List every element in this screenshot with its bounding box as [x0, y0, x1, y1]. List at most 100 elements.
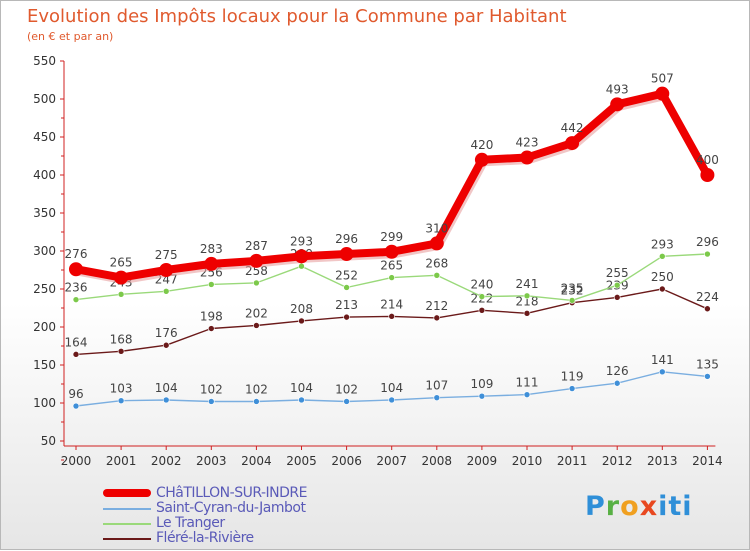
value-label-le-tranger-2013: 293: [651, 237, 674, 251]
value-label-chatillon-sur-indre-2008: 310: [425, 221, 448, 235]
value-label-saint-cyran-du-jambot-2001: 103: [110, 382, 133, 396]
point-le-tranger-2004: [253, 279, 260, 287]
point-chatillon-sur-indre-2001: [114, 270, 129, 285]
x-tick-label: 2004: [241, 454, 272, 468]
value-label-saint-cyran-du-jambot-2008: 107: [425, 379, 448, 393]
legend-swatch-chatillon: [103, 489, 151, 497]
value-label-saint-cyran-du-jambot-2000: 96: [68, 387, 83, 401]
point-saint-cyran-du-jambot-2009: [478, 392, 486, 400]
legend-swatch-flere: [103, 538, 151, 540]
legend-swatch-le-tranger: [103, 523, 151, 525]
value-label-le-tranger-2000: 236: [65, 281, 88, 295]
value-label-saint-cyran-du-jambot-2006: 102: [335, 382, 358, 396]
point-flere-la-riviere-2004: [253, 322, 260, 329]
point-chatillon-sur-indre-2008: [429, 236, 444, 251]
chart-plot-area: 1641681761982022082132142122222182322392…: [65, 72, 719, 410]
value-label-flere-la-riviere-2000: 164: [65, 335, 88, 349]
point-le-tranger-2008: [433, 272, 441, 279]
point-chatillon-sur-indre-2011: [565, 136, 580, 151]
point-chatillon-sur-indre-2009: [474, 152, 489, 167]
value-label-saint-cyran-du-jambot-2003: 102: [200, 382, 223, 396]
point-saint-cyran-du-jambot-2010: [523, 391, 531, 398]
value-label-chatillon-sur-indre-2001: 265: [110, 256, 133, 270]
value-label-chatillon-sur-indre-2011: 442: [561, 121, 584, 135]
point-flere-la-riviere-2000: [72, 351, 80, 358]
y-tick-label: 50: [41, 434, 56, 448]
point-saint-cyran-du-jambot-2001: [117, 397, 125, 405]
point-flere-la-riviere-2008: [433, 314, 441, 322]
value-label-flere-la-riviere-2014: 224: [696, 290, 719, 304]
y-tick-label: 400: [33, 168, 56, 182]
value-label-flere-la-riviere-2007: 214: [380, 297, 403, 311]
value-label-chatillon-sur-indre-2004: 287: [245, 239, 268, 253]
value-label-saint-cyran-du-jambot-2002: 104: [155, 381, 178, 395]
point-le-tranger-2009: [478, 293, 486, 300]
legend-label-le-tranger: Le Tranger: [156, 515, 225, 531]
value-label-saint-cyran-du-jambot-2013: 141: [651, 353, 674, 367]
point-le-tranger-2002: [162, 287, 170, 295]
y-tick-label: 200: [33, 320, 56, 334]
point-chatillon-sur-indre-2003: [204, 256, 219, 271]
value-label-saint-cyran-du-jambot-2010: 111: [516, 376, 539, 390]
y-tick-label: 250: [33, 282, 56, 296]
value-label-chatillon-sur-indre-2014: 400: [696, 153, 719, 167]
point-flere-la-riviere-2002: [162, 341, 170, 349]
x-tick-label: 2012: [602, 454, 633, 468]
value-label-saint-cyran-du-jambot-2005: 104: [290, 381, 313, 395]
x-tick-label: 2013: [647, 454, 678, 468]
value-label-flere-la-riviere-2006: 213: [335, 298, 358, 312]
point-flere-la-riviere-2001: [117, 348, 125, 355]
value-label-saint-cyran-du-jambot-2007: 104: [380, 381, 403, 395]
point-le-tranger-2007: [388, 274, 396, 281]
point-le-tranger-2005: [298, 262, 305, 270]
point-saint-cyran-du-jambot-2002: [162, 396, 170, 404]
point-le-tranger-2003: [208, 281, 215, 288]
point-saint-cyran-du-jambot-2013: [658, 368, 666, 376]
value-label-flere-la-riviere-2010: 218: [516, 294, 539, 308]
y-tick-label: 550: [33, 54, 56, 68]
point-saint-cyran-du-jambot-2011: [568, 385, 576, 392]
y-tick-label: 300: [33, 244, 56, 258]
value-label-le-tranger-2009: 240: [470, 278, 493, 292]
y-tick-label: 100: [33, 396, 56, 410]
point-saint-cyran-du-jambot-2000: [72, 402, 80, 410]
value-label-flere-la-riviere-2008: 212: [425, 299, 448, 313]
x-tick-label: 2001: [106, 454, 137, 468]
value-label-chatillon-sur-indre-2012: 493: [606, 82, 629, 96]
point-saint-cyran-du-jambot-2006: [343, 398, 350, 405]
legend-swatch-saint-cyran: [103, 508, 151, 510]
point-chatillon-sur-indre-2002: [159, 263, 174, 277]
value-label-chatillon-sur-indre-2003: 283: [200, 242, 223, 256]
proxiti-logo: Proxiti: [585, 491, 693, 522]
point-saint-cyran-du-jambot-2008: [433, 394, 441, 401]
point-le-tranger-2014: [704, 250, 711, 258]
value-label-flere-la-riviere-2002: 176: [155, 326, 178, 340]
point-saint-cyran-du-jambot-2012: [613, 379, 621, 387]
value-label-chatillon-sur-indre-2005: 293: [290, 234, 313, 248]
value-label-saint-cyran-du-jambot-2014: 135: [696, 357, 719, 371]
value-label-chatillon-sur-indre-2009: 420: [470, 138, 493, 152]
x-tick-label: 2008: [422, 454, 453, 468]
x-tick-label: 2005: [286, 454, 317, 468]
value-label-flere-la-riviere-2011: 232: [561, 284, 584, 298]
point-saint-cyran-du-jambot-2003: [208, 398, 215, 405]
legend-label-saint-cyran: Saint-Cyran-du-Jambot: [156, 500, 306, 516]
point-saint-cyran-du-jambot-2014: [704, 373, 711, 380]
value-label-flere-la-riviere-2001: 168: [110, 332, 133, 346]
x-tick-label: 2011: [557, 454, 588, 468]
point-le-tranger-2006: [343, 284, 350, 291]
chart-title: Evolution des Impôts locaux pour la Comm…: [27, 6, 567, 27]
value-label-le-tranger-2010: 241: [516, 277, 539, 291]
value-label-saint-cyran-du-jambot-2012: 126: [606, 364, 629, 378]
point-flere-la-riviere-2012: [613, 294, 621, 301]
value-label-flere-la-riviere-2003: 198: [200, 310, 223, 324]
point-flere-la-riviere-2009: [478, 306, 486, 314]
value-label-le-tranger-2007: 265: [380, 259, 403, 273]
x-tick-label: 2014: [692, 454, 723, 468]
x-tick-label: 2009: [467, 454, 498, 468]
value-label-saint-cyran-du-jambot-2009: 109: [470, 377, 493, 391]
point-saint-cyran-du-jambot-2005: [298, 396, 305, 404]
value-label-chatillon-sur-indre-2000: 276: [65, 247, 88, 261]
point-saint-cyran-du-jambot-2004: [253, 398, 260, 405]
